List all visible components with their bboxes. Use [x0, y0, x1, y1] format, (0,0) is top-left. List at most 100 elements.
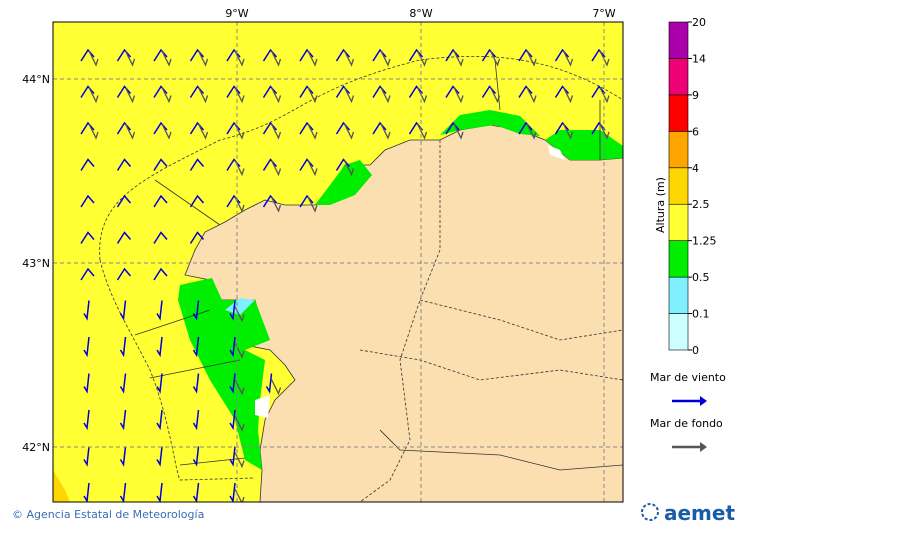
wind-arrow	[116, 231, 132, 244]
swell-arrow	[307, 123, 318, 140]
wind-arrow	[80, 121, 95, 135]
wind-arrow	[80, 158, 95, 171]
svg-text:aemet: aemet	[664, 501, 735, 525]
colorbar-segment	[668, 203, 689, 241]
wind-arrow	[189, 194, 205, 208]
wind-arrow	[116, 121, 132, 135]
wind-arrow	[299, 158, 314, 171]
wind-arrow	[83, 336, 90, 358]
colorbar-label: 4	[692, 162, 699, 175]
swell-arrow	[307, 50, 318, 67]
wind-arrow	[299, 194, 314, 208]
swell-arrow	[307, 87, 318, 104]
lon-label: 7°W	[592, 7, 615, 20]
wind-arrow	[554, 121, 570, 135]
swell-arrow	[343, 50, 355, 67]
swell-arrow	[270, 196, 282, 213]
colorbar-label: 0.5	[692, 271, 710, 284]
wind-arrow	[226, 48, 241, 62]
wind-arrow	[83, 373, 90, 394]
wind-arrow	[335, 121, 351, 135]
wind-arrow	[229, 300, 236, 321]
swell-arrow	[526, 50, 537, 67]
colorbar-label: 1.25	[692, 235, 717, 248]
wind-arrow	[554, 48, 570, 62]
wind-arrow	[481, 85, 497, 98]
legend: Mar de viento Mar de fondo	[650, 371, 726, 452]
colorbar-label: 14	[692, 52, 706, 65]
swell-arrow	[197, 50, 209, 67]
wind-arrow	[335, 48, 351, 62]
swell-arrow	[307, 196, 318, 213]
swell-arrow	[453, 123, 464, 140]
wind-arrow	[299, 85, 314, 98]
wind-arrow	[335, 158, 351, 171]
wind-arrow	[192, 373, 200, 394]
lat-labels: 44°N 43°N 42°N	[22, 73, 50, 454]
swell-arrow	[380, 123, 391, 140]
swell-arrow	[562, 123, 574, 140]
colorbar-segment	[668, 21, 689, 59]
wind-arrow	[119, 300, 127, 321]
wind-arrow	[189, 48, 205, 62]
wind-arrow	[83, 482, 90, 502]
swell-arrow	[270, 160, 282, 177]
swell-arrow	[234, 379, 245, 396]
colorbar-segment	[668, 94, 689, 132]
wind-arrow	[83, 300, 90, 321]
wind-arrow	[156, 482, 163, 502]
swell-arrow	[234, 196, 245, 213]
swell-arrow	[380, 87, 391, 104]
colorbar-label: 20	[692, 16, 706, 29]
swell-arrow	[234, 415, 245, 432]
lon-label: 8°W	[409, 7, 432, 20]
wind-arrow	[80, 85, 95, 98]
wind-arrow	[335, 85, 351, 98]
wind-arrow	[445, 121, 460, 135]
swell-arrow	[526, 123, 537, 140]
credit: © Agencia Estatal de Meteorología	[12, 508, 204, 521]
wind-arrow	[156, 373, 163, 394]
swell-arrow	[343, 160, 355, 177]
wind-arrow	[80, 267, 95, 281]
wind-arrow	[262, 194, 278, 208]
wind-arrow	[591, 121, 606, 135]
colorbar-segment	[668, 276, 689, 314]
wind-arrow	[156, 336, 163, 358]
colorbar: 0 0.1 0.5 1.25 2.5 4 6 9 14 20	[668, 16, 717, 357]
wind-arrow	[262, 121, 278, 135]
swell-arrow	[124, 87, 136, 104]
lon-label: 9°W	[225, 7, 248, 20]
wind-arrow	[226, 85, 241, 98]
wind-arrow	[192, 446, 200, 467]
wind-arrow	[116, 85, 132, 98]
wind-arrow	[518, 121, 533, 135]
wind-arrow	[229, 373, 236, 394]
wind-arrow	[262, 48, 278, 62]
wind-arrow	[226, 158, 241, 171]
swell-arrow	[161, 87, 172, 104]
wind-arrow	[408, 85, 424, 98]
swell-arrow	[489, 50, 501, 67]
swell-arrow	[453, 50, 464, 67]
colorbar-label: 9	[692, 89, 699, 102]
swell-arrow	[380, 50, 391, 67]
swell-arrow	[599, 50, 610, 67]
wind-arrow	[226, 194, 241, 208]
swell-arrow	[416, 50, 428, 67]
swell-arrow	[124, 50, 136, 67]
wind-arrow	[153, 121, 168, 135]
wind-arrow	[299, 121, 314, 135]
swell-arrow	[161, 123, 172, 140]
wind-arrow	[116, 267, 132, 281]
wind-arrow	[189, 85, 205, 98]
wind-arrow	[372, 85, 387, 98]
swell-arrow	[526, 87, 537, 104]
swell-arrow	[453, 87, 464, 104]
wind-arrow	[156, 446, 163, 467]
wind-arrow	[119, 446, 127, 467]
wind-arrow	[80, 48, 95, 62]
wind-arrow	[119, 482, 127, 502]
wind-arrow	[372, 121, 387, 135]
